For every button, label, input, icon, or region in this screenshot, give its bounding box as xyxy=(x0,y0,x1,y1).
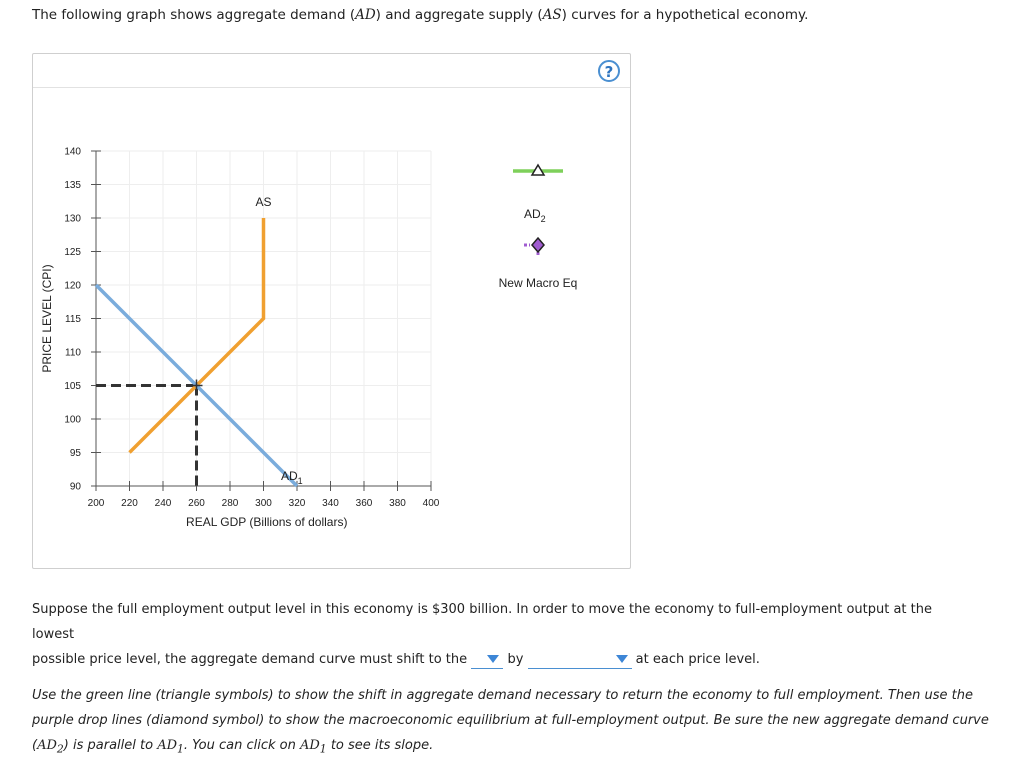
y-tick-label: 120 xyxy=(64,281,81,292)
amount-dropdown[interactable] xyxy=(527,650,632,669)
question-end: at each price level. xyxy=(635,652,760,667)
y-tick-label: 135 xyxy=(64,180,81,191)
ad1-curve-label: AD1 xyxy=(281,469,303,486)
question-line2: possible price level, the aggregate dema… xyxy=(32,652,468,667)
y-tick-label: 95 xyxy=(70,448,82,459)
x-tick-label: 380 xyxy=(389,498,406,509)
intro-text: The following graph shows aggregate dema… xyxy=(32,7,808,23)
y-tick-label: 90 xyxy=(70,482,82,493)
x-tick-label: 340 xyxy=(322,498,339,509)
x-tick-label: 260 xyxy=(188,498,205,509)
triangle-icon xyxy=(530,163,546,176)
ad2-tool[interactable] xyxy=(513,163,563,176)
direction-dropdown[interactable] xyxy=(471,650,504,669)
x-tick-label: 300 xyxy=(255,498,272,509)
y-tick-label: 115 xyxy=(65,314,81,325)
x-tick-label: 220 xyxy=(121,498,138,509)
instr-ad1-a: AD xyxy=(157,738,177,753)
intro-before: The following graph shows aggregate dema… xyxy=(32,7,356,23)
y-tick-label: 100 xyxy=(64,415,81,426)
x-tick-label: 240 xyxy=(155,498,172,509)
question-by: by xyxy=(507,652,524,667)
as-curve-label: AS xyxy=(255,195,271,209)
x-tick-label: 360 xyxy=(356,498,373,509)
eq-label: New Macro Eq xyxy=(499,276,578,290)
instr-part3: . You can click on xyxy=(183,738,300,753)
curve-as xyxy=(128,218,266,454)
x-tick-label: 280 xyxy=(222,498,239,509)
x-tick-label: 320 xyxy=(289,498,306,509)
instr-part1: Use the green line (triangle symbols) to… xyxy=(32,688,989,753)
graph-panel: ? 90 95 100 105 110 115 120 125 130 135 140 200 220 2… xyxy=(32,53,631,569)
y-tick-label: 130 xyxy=(64,214,81,225)
chart-ticks: 90 95 100 105 110 115 120 125 130 135 140 200 220 240… xyxy=(64,147,439,510)
instructions-text: Use the green line (triangle symbols) to… xyxy=(32,683,997,762)
instr-ad1-b: AD xyxy=(299,738,320,753)
question-text: Suppose the full employment output level… xyxy=(32,597,972,672)
instr-ad2: AD xyxy=(37,738,57,753)
instr-ad1-sub-a: 1 xyxy=(177,742,184,756)
x-tick-label: 400 xyxy=(423,498,440,509)
intro-middle: ) and aggregate supply ( xyxy=(375,7,543,23)
help-icon[interactable]: ? xyxy=(598,60,620,82)
y-axis-label: PRICE LEVEL (CPI) xyxy=(40,264,54,372)
instr-ad2-sub: 2 xyxy=(56,742,64,756)
x-axis-label: REAL GDP (Billions of dollars) xyxy=(186,515,347,529)
eq-tool[interactable] xyxy=(524,236,545,257)
intro-as: AS xyxy=(542,7,562,23)
ad2-label: AD2 xyxy=(524,207,546,224)
diamond-icon xyxy=(531,236,545,254)
intro-after: ) curves for a hypothetical economy. xyxy=(561,7,809,23)
chevron-down-icon xyxy=(615,655,628,663)
y-tick-label: 125 xyxy=(64,247,81,258)
intro-ad: AD xyxy=(355,7,376,23)
instr-part2: ) is parallel to xyxy=(63,738,158,753)
chart-curves: AS AD1 xyxy=(94,195,303,488)
question-line1: Suppose the full employment output level… xyxy=(32,602,932,642)
instr-ad1-sub-b: 1 xyxy=(319,742,327,756)
x-tick-label: 200 xyxy=(88,498,105,509)
instr-part4: to see its slope. xyxy=(326,738,434,753)
y-tick-label: 105 xyxy=(64,381,81,392)
y-tick-label: 110 xyxy=(65,348,81,359)
y-tick-label: 140 xyxy=(64,147,81,158)
panel-header: ? xyxy=(33,54,630,88)
ad-as-chart: 90 95 100 105 110 115 120 125 130 135 140 200 220 240… xyxy=(40,147,578,530)
chevron-down-icon xyxy=(487,655,500,663)
